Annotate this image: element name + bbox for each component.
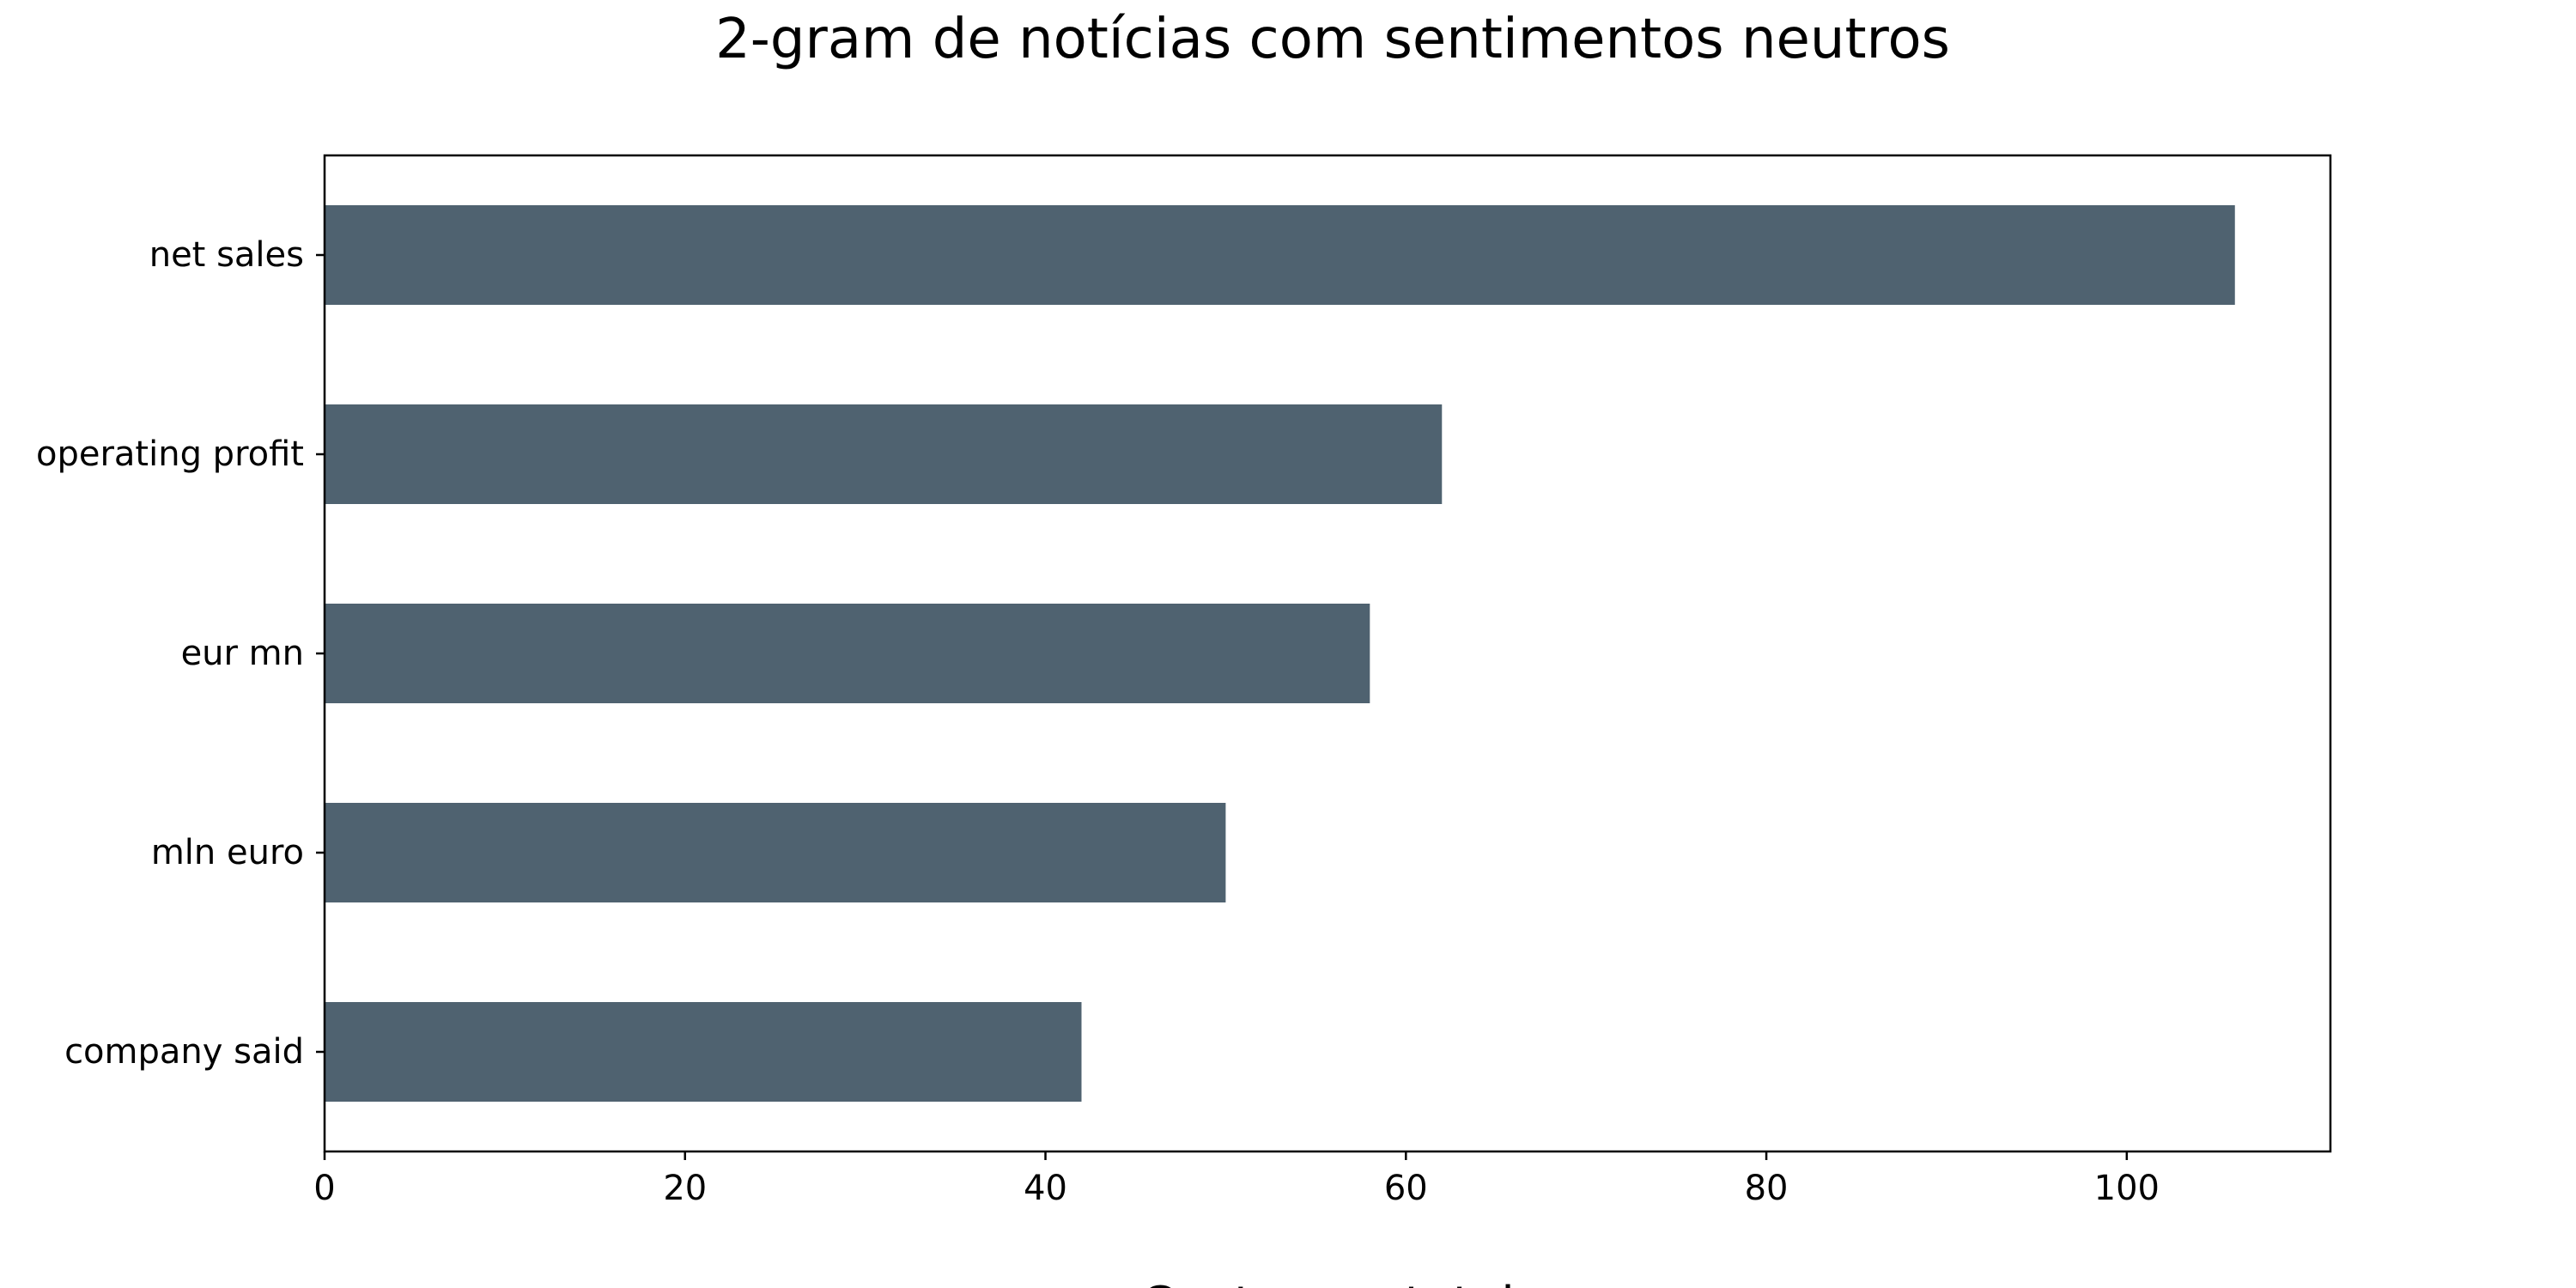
y-tick-label: eur mn — [181, 634, 304, 673]
y-tick-label: mln euro — [151, 833, 304, 872]
x-tick-label: 40 — [1024, 1169, 1067, 1208]
bar — [325, 404, 1442, 504]
x-tick-label: 80 — [1745, 1169, 1789, 1208]
bar — [325, 604, 1370, 703]
y-tick-label: company said — [64, 1032, 304, 1072]
bar — [325, 803, 1225, 902]
y-tick-label: net sales — [149, 235, 304, 275]
x-tick-label: 60 — [1384, 1169, 1428, 1208]
x-tick-label: 20 — [663, 1169, 707, 1208]
x-axis-title: Contagem total — [1140, 1277, 1515, 1288]
x-tick-label: 100 — [2094, 1169, 2160, 1208]
bar — [325, 1002, 1082, 1102]
x-tick-label: 0 — [313, 1169, 335, 1208]
bars-layer — [325, 205, 2235, 1102]
chart-title: 2-gram de notícias com sentimentos neutr… — [715, 8, 1950, 71]
bar — [325, 205, 2235, 305]
y-tick-label: operating profit — [36, 434, 304, 474]
